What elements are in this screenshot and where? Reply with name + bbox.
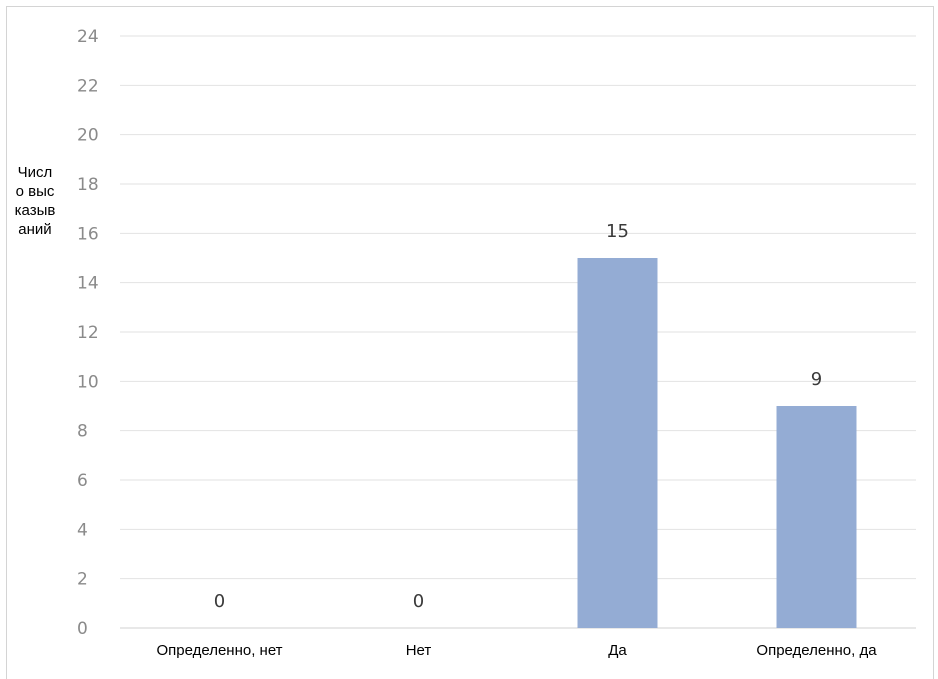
- y-axis-label: Число высказываний: [14, 164, 56, 238]
- y-tick-label: 14: [77, 274, 99, 294]
- y-tick-label: 20: [77, 126, 99, 146]
- y-tick-label: 0: [77, 619, 88, 639]
- y-tick-label: 16: [77, 224, 99, 244]
- y-tick-label: 18: [77, 175, 99, 195]
- y-tick-label: 12: [77, 323, 99, 343]
- data-label: 0: [413, 591, 424, 612]
- y-tick-label: 22: [77, 76, 99, 96]
- data-label: 0: [214, 591, 225, 612]
- bar: [776, 406, 857, 628]
- y-tick-label: 24: [77, 27, 99, 47]
- y-tick-label: 2: [77, 570, 88, 590]
- y-tick-label: 8: [77, 422, 88, 442]
- y-tick-label: 6: [77, 471, 88, 491]
- chart-frame: [6, 6, 934, 679]
- x-tick-label: Определенно, нет: [156, 642, 282, 659]
- x-tick-label: Определенно, да: [756, 642, 877, 659]
- data-label: 15: [606, 221, 629, 242]
- y-tick-label: 10: [77, 372, 99, 392]
- data-label: 9: [811, 369, 822, 390]
- bar: [577, 258, 658, 628]
- x-tick-label: Да: [608, 642, 627, 659]
- y-tick-label: 4: [77, 520, 88, 540]
- x-tick-label: Нет: [406, 642, 432, 659]
